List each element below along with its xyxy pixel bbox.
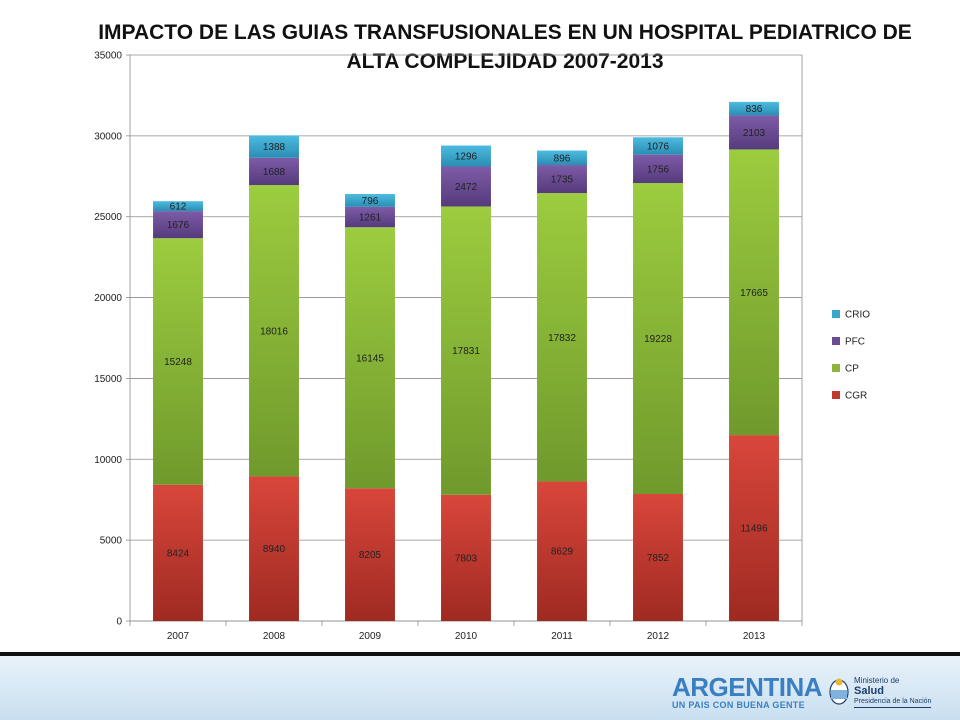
bar-cgr-2011 [537,481,587,621]
bar-cp-2007 [153,238,203,485]
bar-crio-2013 [729,101,779,116]
y-tick-label: 5000 [100,536,123,547]
data-label-cgr-2007: 8424 [167,548,190,559]
data-label-crio-2008: 1388 [263,142,286,153]
bar-pfc-2012 [633,154,683,184]
data-label-cp-2012: 19228 [644,334,672,345]
x-tick-label: 2012 [647,631,670,642]
data-label-cp-2013: 17665 [740,288,768,299]
data-label-cp-2008: 18016 [260,326,288,337]
ministry-line-2: Salud [854,685,884,697]
x-tick-label: 2007 [167,631,190,642]
data-label-pfc-2008: 1688 [263,167,286,178]
data-label-crio-2009: 796 [362,196,379,207]
x-tick-label: 2010 [455,631,478,642]
x-tick-label: 2013 [743,631,766,642]
bar-crio-2010 [441,145,491,167]
bar-crio-2012 [633,137,683,155]
bar-pfc-2008 [249,157,299,186]
data-label-cgr-2008: 8940 [263,544,286,555]
y-tick-label: 30000 [94,131,122,142]
data-label-crio-2007: 612 [170,202,187,213]
bar-cgr-2007 [153,484,203,621]
ministry-line-3: Presidencia de la Nación [854,697,932,708]
data-label-cgr-2009: 8205 [359,550,382,561]
y-tick-label: 15000 [94,374,122,385]
y-tick-label: 0 [116,617,122,628]
bar-pfc-2011 [537,165,587,194]
bar-cgr-2009 [345,488,395,621]
data-label-pfc-2012: 1756 [647,164,670,175]
data-label-pfc-2011: 1735 [551,175,574,186]
data-label-pfc-2007: 1676 [167,220,190,231]
data-label-cp-2011: 17832 [548,333,576,344]
axes: 0 5000 10000 15000 20000 25000 30000 35000 2007 2… [94,51,803,642]
legend-label-cp: CP [845,364,859,375]
data-label-cp-2007: 15248 [164,357,192,368]
legend-swatch-pfc [832,337,840,345]
bar-cgr-2013 [729,435,779,621]
bar-cp-2008 [249,185,299,477]
data-label-crio-2013: 836 [746,104,763,115]
y-tick-label: 35000 [94,51,122,62]
legend-label-crio: CRIO [845,310,870,321]
brand-name: ARGENTINA [672,672,823,702]
bar-cgr-2012 [633,494,683,621]
bar-pfc-2007 [153,211,203,239]
x-tick-label: 2008 [263,631,286,642]
legend-label-cgr: CGR [845,391,867,402]
footer-background [0,656,960,720]
argentina-logo: ARGENTINA UN PAIS CON BUENA GENTE [672,672,823,710]
legend-swatch-cp [832,364,840,372]
brand-slogan: UN PAIS CON BUENA GENTE [672,700,805,710]
data-label-pfc-2009: 1261 [359,213,382,224]
data-labels: 8424 15248 1676 612 8940 18016 1688 1388 8205 161… [164,104,768,564]
data-label-pfc-2010: 2472 [455,182,478,193]
coat-of-arms-icon [829,678,849,705]
bar-crio-2009 [345,193,395,207]
x-tick-label: 2011 [551,631,573,642]
bar-cp-2011 [537,193,587,482]
bar-pfc-2013 [729,115,779,150]
footer-divider [0,652,960,656]
data-label-cgr-2011: 8629 [551,547,574,558]
legend-label-pfc: PFC [845,337,865,348]
y-tick-label: 20000 [94,293,122,304]
legend-swatch-crio [832,310,840,318]
bar-cp-2010 [441,206,491,495]
legend-swatch-cgr [832,391,840,399]
bars [153,101,779,621]
data-label-cp-2009: 16145 [356,353,384,364]
data-label-crio-2010: 1296 [455,152,478,163]
bar-crio-2007 [153,201,203,212]
ministry-logo: Ministerio de Salud Presidencia de la Na… [828,672,938,712]
data-label-crio-2012: 1076 [647,141,670,152]
chart-title: IMPACTO DE LAS GUIAS TRANSFUSIONALES EN … [98,21,912,73]
data-label-cgr-2013: 11496 [740,524,768,535]
data-label-cp-2010: 17831 [452,346,480,357]
bar-cp-2009 [345,227,395,489]
bar-cgr-2010 [441,494,491,621]
data-label-pfc-2013: 2103 [743,128,766,139]
data-label-crio-2011: 896 [554,153,571,164]
data-label-cgr-2012: 7852 [647,553,670,564]
stacked-bar-chart: 0 5000 10000 15000 20000 25000 30000 35000 2007 2… [94,51,870,643]
footer-banner: ARGENTINA UN PAIS CON BUENA GENTE Minist… [0,652,960,720]
bar-crio-2011 [537,150,587,166]
x-tick-label: 2009 [359,631,382,642]
y-tick-label: 25000 [94,212,122,223]
bar-cgr-2008 [249,476,299,621]
data-label-cgr-2010: 7803 [455,553,478,564]
bar-pfc-2010 [441,166,491,207]
bar-cp-2012 [633,183,683,495]
legend: CRIO PFC CP CGR [832,310,870,402]
bar-pfc-2009 [345,206,395,228]
bar-cp-2013 [729,149,779,436]
ministry-line-1: Ministerio de [854,676,900,685]
y-tick-label: 10000 [94,455,122,466]
bar-crio-2008 [249,135,299,158]
